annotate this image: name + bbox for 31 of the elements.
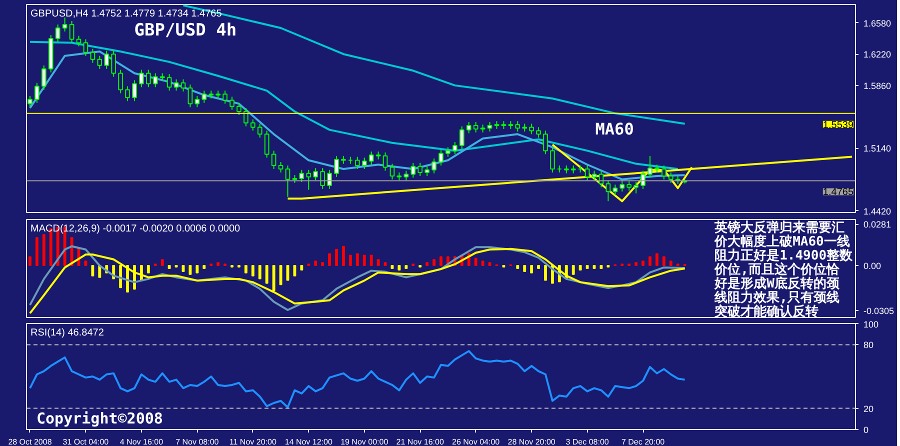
y-tick-label: 20 [864, 404, 874, 414]
annotation: 英镑大反弹归来需要汇价大幅度上破MA60一线阻力正好是1.4900整数价位,而且这个价位恰好是形成W底反转的颈线阻力效果,只有颈线突破才能确认反转 [714, 220, 854, 320]
x-tick-label: 4 Nov 16:00 [120, 438, 164, 446]
x-tick-label: 3 Dec 08:00 [566, 438, 610, 446]
chart-title: RSI(14) 46.8472 [30, 328, 104, 338]
annotation: MA60 [595, 120, 634, 139]
y-tick-label: -0.0305 [864, 306, 894, 316]
text: GBP/USD 4h [134, 20, 237, 40]
y-tick-label: 0 [864, 425, 869, 435]
x-tick-label: 7 Dec 20:00 [621, 438, 666, 446]
y-tick-label: 100 [864, 320, 879, 330]
y-tick-label: 80 [864, 340, 874, 350]
x-tick-label: 11 Nov 20:00 [229, 438, 277, 446]
y-tick-label: 1.6580 [864, 18, 892, 28]
y-tick-label: 0.00 [864, 261, 882, 272]
x-tick-label: 28 Oct 2008 [8, 438, 52, 446]
x-tick-label: 31 Oct 04:00 [62, 438, 110, 446]
ref-line-label: 1.4765 [822, 187, 854, 198]
chart-subtitle: GBPUSD,H4 1.4752 1.4779 1.4734 1.4765 [30, 8, 222, 20]
y-tick-label: 1.5860 [864, 80, 892, 91]
y-tick-label: 0.0281 [864, 220, 892, 230]
x-tick-label: 7 Nov 08:00 [176, 438, 220, 446]
annotation: Copyright©2008 [36, 410, 163, 428]
x-tick-label: 28 Nov 20:00 [508, 438, 556, 446]
x-tick-label: 19 Nov 00:00 [340, 438, 389, 446]
y-tick-label: 1.5140 [864, 144, 892, 154]
y-tick-label: 1.4420 [864, 206, 892, 216]
x-tick-label: 14 Nov 12:00 [284, 438, 333, 446]
x-tick-label: 26 Nov 04:00 [452, 438, 500, 446]
y-tick-label: 1.6220 [864, 50, 892, 60]
x-tick-label: 21 Nov 16:00 [396, 438, 444, 446]
